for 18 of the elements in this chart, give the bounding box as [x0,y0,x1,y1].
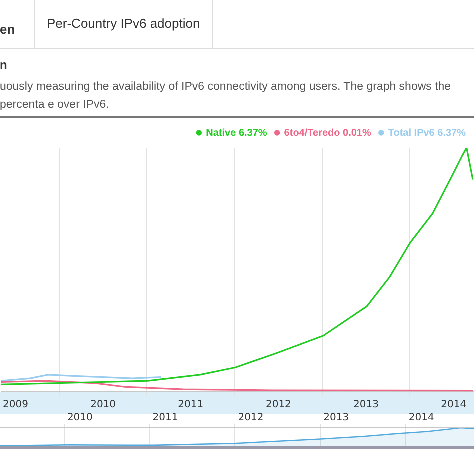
x-tick-label: 2009 [3,400,28,411]
x-tick-label: 2012 [238,412,264,424]
x-tick-label: 2014 [408,412,434,424]
x-tick-label: 2013 [324,412,350,424]
chart-subtitle: uously measuring the availability of IPv6 connectivity among users. The graph shows the percenta e over IPv6. [0,80,452,113]
legend-label: Total IPv6 6.37% [388,128,466,139]
x-tick-label: 2011 [178,400,204,411]
x-tick-label: 2014 [441,400,467,411]
legend-label: Native 6.37% [206,128,268,139]
text: n [0,58,8,72]
legend-label: 6to4/Teredo 0.01% [284,128,372,139]
text: Per-Country IPv6 adoption [34,0,214,48]
x-tick-label: 2013 [354,400,379,411]
x-tick-label: 2012 [266,400,292,411]
x-tick-label: 2010 [90,400,116,411]
x-tick-label: 2010 [67,412,93,424]
x-tick-label: 2011 [152,412,178,424]
text: en [0,22,16,37]
